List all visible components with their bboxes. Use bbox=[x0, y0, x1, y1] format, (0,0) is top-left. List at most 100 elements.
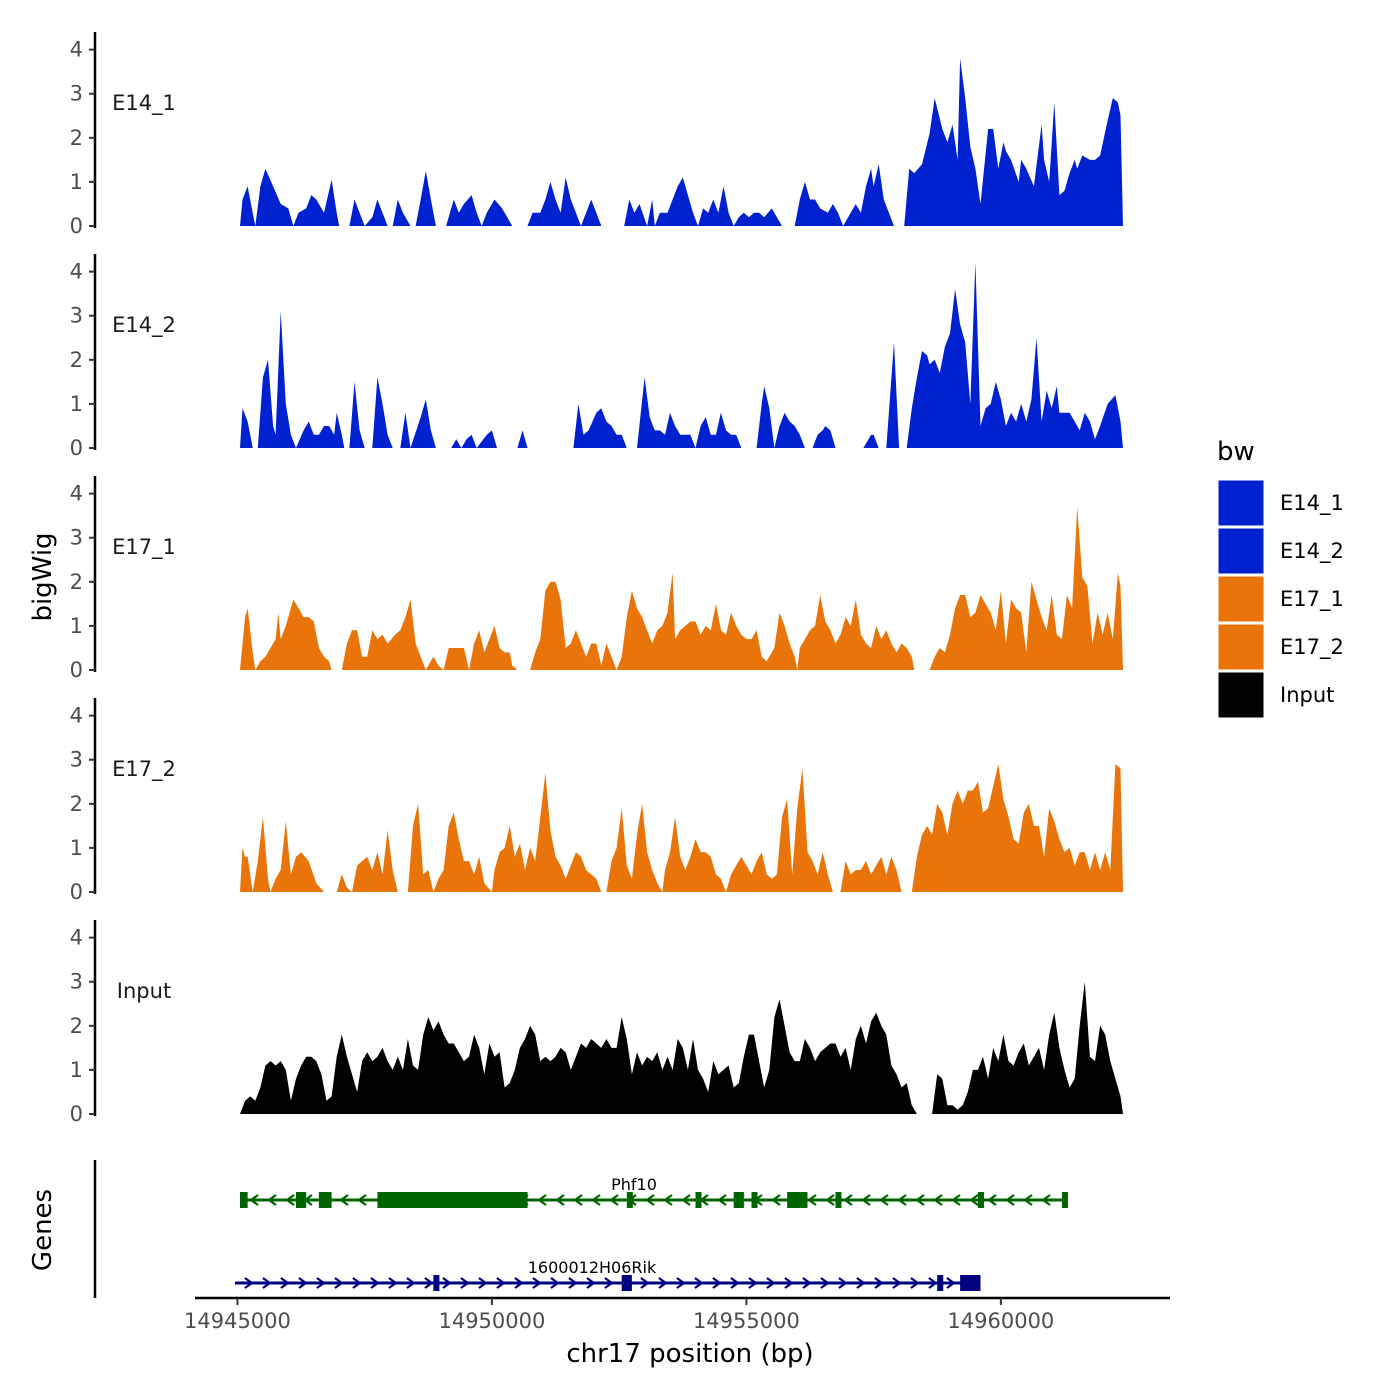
track-label-Input: Input bbox=[117, 979, 171, 1003]
strand-arrow bbox=[550, 1277, 560, 1289]
strand-arrow bbox=[262, 1277, 272, 1289]
strand-arrow bbox=[406, 1277, 416, 1289]
y-tick-label: 3 bbox=[70, 970, 83, 994]
strand-arrow bbox=[712, 1277, 722, 1289]
y-tick-label: 4 bbox=[70, 926, 83, 950]
strand-arrow bbox=[244, 1277, 254, 1289]
strand-arrow bbox=[802, 1277, 812, 1289]
y-tick-label: 1 bbox=[70, 836, 83, 860]
strand-arrow bbox=[568, 1277, 578, 1289]
strand-arrow bbox=[897, 1194, 907, 1206]
x-axis-title: chr17 position (bp) bbox=[566, 1339, 813, 1369]
bigwig-tracks: 0 1 2 3 4 E14_1 0 1 2 3 4 E14_2 0 1 2 3 4 E17_1 0 1 2 3 4 E17_2… bbox=[70, 32, 1123, 1126]
strand-arrow bbox=[892, 1277, 902, 1289]
strand-arrow bbox=[658, 1277, 668, 1289]
y-tick-label: 1 bbox=[70, 1058, 83, 1082]
y-tick-label: 4 bbox=[70, 482, 83, 506]
exon bbox=[318, 1192, 332, 1208]
track-E17_1: 0 1 2 3 4 E17_1 bbox=[70, 476, 1123, 682]
y-tick-label: 4 bbox=[70, 38, 83, 62]
legend-swatch-E17_2 bbox=[1217, 623, 1265, 671]
strand-arrow bbox=[573, 1194, 583, 1206]
strand-arrow bbox=[748, 1277, 758, 1289]
strand-arrow bbox=[537, 1194, 547, 1206]
legend-label-Input: Input bbox=[1280, 683, 1334, 707]
strand-arrow bbox=[987, 1194, 997, 1206]
x-tick-label: 14960000 bbox=[947, 1309, 1054, 1333]
exon bbox=[433, 1275, 440, 1291]
strand-arrow bbox=[478, 1277, 488, 1289]
y-tick-label: 0 bbox=[70, 880, 83, 904]
x-tick-label: 14950000 bbox=[438, 1309, 545, 1333]
strand-arrow bbox=[856, 1277, 866, 1289]
strand-arrow bbox=[681, 1194, 691, 1206]
y-tick-label: 0 bbox=[70, 1102, 83, 1126]
track-label-E14_2: E14_2 bbox=[112, 313, 176, 338]
exon bbox=[240, 1192, 248, 1208]
strand-arrow bbox=[717, 1194, 727, 1206]
legend-swatch-E17_1 bbox=[1217, 575, 1265, 623]
strand-arrow bbox=[663, 1194, 673, 1206]
strand-arrow bbox=[249, 1194, 259, 1206]
exon bbox=[1061, 1192, 1068, 1208]
strand-arrow bbox=[771, 1194, 781, 1206]
strand-arrow bbox=[910, 1277, 920, 1289]
y-tick-label: 4 bbox=[70, 260, 83, 284]
strand-arrow bbox=[915, 1194, 925, 1206]
y-tick-label: 1 bbox=[70, 614, 83, 638]
strand-arrow bbox=[874, 1277, 884, 1289]
strand-arrow bbox=[357, 1194, 367, 1206]
strand-arrow bbox=[586, 1277, 596, 1289]
strand-arrow bbox=[951, 1194, 961, 1206]
exon bbox=[787, 1192, 808, 1208]
strand-arrow bbox=[285, 1194, 295, 1206]
exon bbox=[695, 1192, 702, 1208]
strand-arrow bbox=[946, 1277, 956, 1289]
genes-axis-title: Genes bbox=[28, 1189, 58, 1271]
strand-arrow bbox=[807, 1194, 817, 1206]
y-tick-label: 2 bbox=[70, 348, 83, 372]
exon bbox=[733, 1192, 744, 1208]
y-tick-label: 2 bbox=[70, 792, 83, 816]
exon bbox=[960, 1275, 981, 1291]
strand-arrow bbox=[280, 1277, 290, 1289]
strand-arrow bbox=[460, 1277, 470, 1289]
strand-arrow bbox=[879, 1194, 889, 1206]
genes-panel: Phf10 1600012H06Rik bbox=[93, 1160, 1068, 1298]
exon bbox=[377, 1192, 528, 1208]
y-tick-label: 1 bbox=[70, 392, 83, 416]
legend-label-E17_2: E17_2 bbox=[1280, 635, 1344, 660]
strand-arrow bbox=[334, 1277, 344, 1289]
legend: bw E14_1 E14_2 E17_1 E17_2 Input bbox=[1217, 437, 1344, 719]
strand-arrow bbox=[496, 1277, 506, 1289]
strand-arrow bbox=[609, 1194, 619, 1206]
y-tick-label: 0 bbox=[70, 436, 83, 460]
strand-arrow bbox=[838, 1277, 848, 1289]
track-Input: 0 1 2 3 4 Input bbox=[70, 920, 1123, 1126]
track-E14_2: 0 1 2 3 4 E14_2 bbox=[70, 254, 1123, 460]
signal-area-Input bbox=[240, 981, 1123, 1114]
strand-arrow bbox=[1041, 1194, 1051, 1206]
strand-arrow bbox=[825, 1194, 835, 1206]
track-label-E17_2: E17_2 bbox=[112, 757, 176, 782]
track-E17_2: 0 1 2 3 4 E17_2 bbox=[70, 698, 1123, 904]
signal-area-E17_1 bbox=[240, 506, 1123, 670]
signal-area-E17_2 bbox=[240, 764, 1123, 892]
y-tick-label: 3 bbox=[70, 748, 83, 772]
y-tick-label: 4 bbox=[70, 704, 83, 728]
strand-arrow bbox=[1005, 1194, 1015, 1206]
y-tick-label: 2 bbox=[70, 126, 83, 150]
legend-label-E14_1: E14_1 bbox=[1280, 491, 1344, 516]
y-tick-label: 2 bbox=[70, 570, 83, 594]
y-tick-label: 2 bbox=[70, 1014, 83, 1038]
strand-arrow bbox=[514, 1277, 524, 1289]
strand-arrow bbox=[442, 1277, 452, 1289]
strand-arrow bbox=[784, 1277, 794, 1289]
exon bbox=[295, 1192, 307, 1208]
y-tick-label: 0 bbox=[70, 214, 83, 238]
gene-label: Phf10 bbox=[611, 1175, 657, 1194]
legend-swatch-E14_1 bbox=[1217, 479, 1265, 527]
strand-arrow bbox=[388, 1277, 398, 1289]
exon bbox=[977, 1192, 984, 1208]
